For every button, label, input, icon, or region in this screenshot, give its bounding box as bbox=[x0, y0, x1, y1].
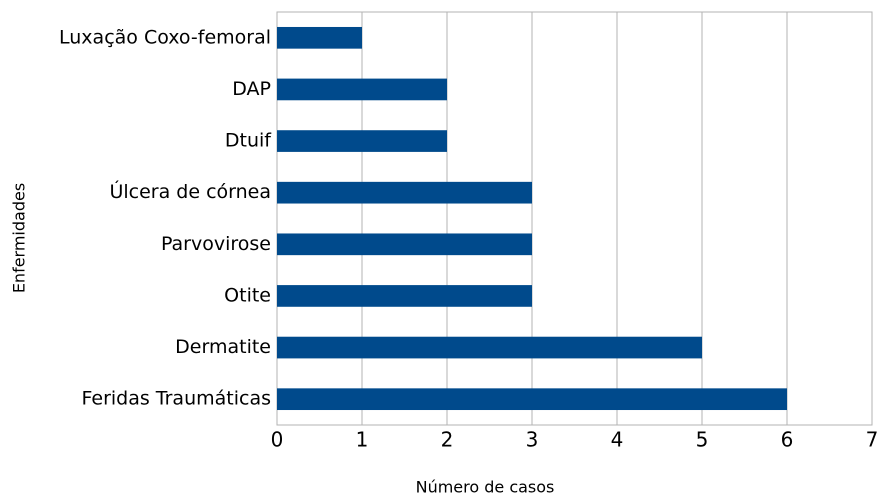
y-tick-label: Úlcera de córnea bbox=[109, 179, 271, 203]
y-tick-label: Dtuif bbox=[225, 130, 272, 152]
x-tick-label: 2 bbox=[441, 428, 454, 452]
bar bbox=[277, 285, 532, 307]
x-tick-label: 0 bbox=[271, 428, 284, 452]
bar bbox=[277, 233, 532, 256]
bar bbox=[277, 78, 447, 101]
x-tick-label: 5 bbox=[696, 428, 709, 452]
plot-area bbox=[276, 11, 873, 426]
bar bbox=[277, 26, 362, 49]
x-axis-label: Número de casos bbox=[416, 478, 555, 497]
bar bbox=[277, 130, 447, 152]
y-tick-label: Feridas Traumáticas bbox=[82, 388, 272, 410]
x-tick-label: 1 bbox=[356, 428, 369, 452]
bar bbox=[277, 181, 532, 204]
x-tick-label: 6 bbox=[781, 428, 794, 452]
bar bbox=[277, 388, 787, 411]
x-tick-label: 4 bbox=[611, 428, 624, 452]
y-tick-label: Parvovirose bbox=[161, 233, 271, 255]
x-tick-label: 7 bbox=[866, 428, 877, 452]
bar bbox=[277, 336, 702, 359]
y-tick-label: Otite bbox=[224, 284, 271, 306]
x-tick-label: 3 bbox=[526, 428, 539, 452]
y-tick-label: DAP bbox=[232, 78, 271, 100]
y-tick-label: Dermatite bbox=[175, 336, 271, 358]
y-axis-label: Enfermidades bbox=[10, 183, 29, 293]
y-tick-label: Luxação Coxo-femoral bbox=[59, 26, 271, 48]
